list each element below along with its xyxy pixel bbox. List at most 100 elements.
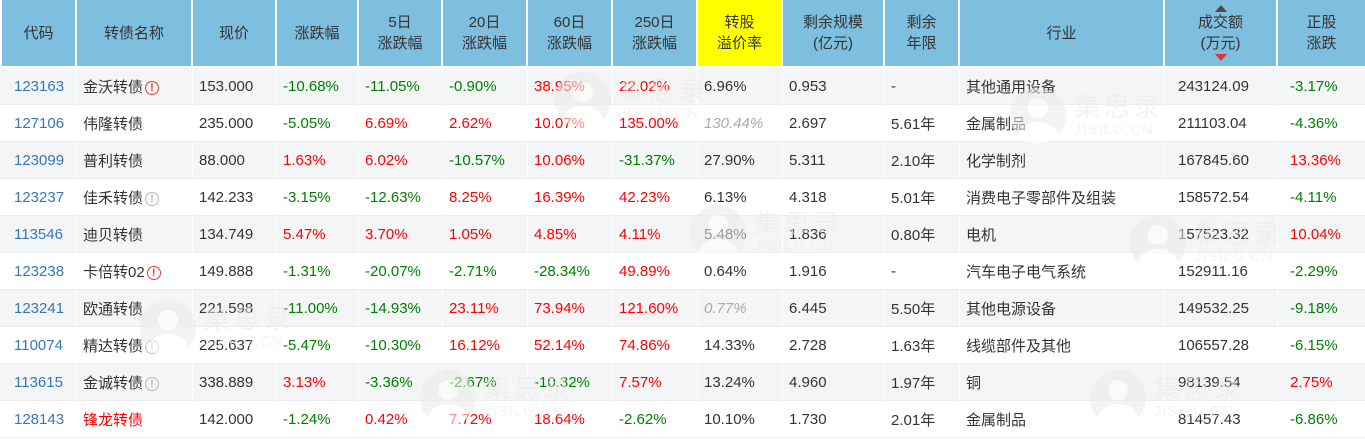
column-header-chg250[interactable]: 250日 涨跌幅 bbox=[613, 0, 698, 68]
table-row: 123241 欧通转债 221.598 -11.00% -14.93% 23.11% 73.… bbox=[0, 290, 1365, 327]
cell-chg250: 4.11% bbox=[613, 216, 698, 253]
cell-name[interactable]: 佳禾转债! bbox=[77, 179, 193, 216]
cell-code[interactable]: 113615 bbox=[0, 364, 77, 401]
cell-stock: -3.17% bbox=[1278, 68, 1365, 105]
cell-code[interactable]: 123241 bbox=[0, 290, 77, 327]
cell-chg20: -2.71% bbox=[443, 253, 528, 290]
warning-icon[interactable]: ! bbox=[145, 80, 160, 95]
cell-size: 1.730 bbox=[783, 401, 885, 438]
cell-chg: -5.05% bbox=[277, 105, 359, 142]
bond-name-link[interactable]: 佳禾转债 bbox=[83, 189, 144, 207]
cell-code[interactable]: 110074 bbox=[0, 327, 77, 364]
column-header-chg5[interactable]: 5日 涨跌幅 bbox=[359, 0, 443, 68]
cell-code[interactable]: 128143 bbox=[0, 401, 77, 438]
column-header-chg60[interactable]: 60日 涨跌幅 bbox=[528, 0, 613, 68]
bond-name-link[interactable]: 伟隆转债 bbox=[83, 115, 144, 133]
cell-name[interactable]: 金沃转债! bbox=[77, 68, 193, 105]
cell-chg5: 6.69% bbox=[359, 105, 443, 142]
cell-name[interactable]: 迪贝转债 bbox=[77, 216, 193, 253]
warning-icon[interactable]: ! bbox=[145, 376, 160, 391]
cell-chg: -1.24% bbox=[277, 401, 359, 438]
sort-descending-icon[interactable] bbox=[1214, 54, 1227, 61]
cell-industry: 金属制品 bbox=[960, 401, 1165, 438]
bond-name-link[interactable]: 普利转债 bbox=[83, 152, 144, 170]
bond-name-link[interactable]: 金诚转债 bbox=[83, 374, 144, 392]
header-row: 代码 转债名称 现价 涨跌幅 5日 涨跌幅 20日 涨跌幅 60日 涨跌幅 250日 涨跌幅转… bbox=[0, 0, 1365, 68]
bond-name-link[interactable]: 精达转债 bbox=[83, 337, 144, 355]
cell-stock: -6.86% bbox=[1278, 401, 1365, 438]
column-header-chg[interactable]: 涨跌幅 bbox=[277, 0, 359, 68]
cell-years: 1.63年 bbox=[885, 327, 960, 364]
cell-premium: 6.96% bbox=[698, 68, 783, 105]
warning-icon[interactable]: ! bbox=[145, 339, 160, 354]
sort-ascending-icon[interactable] bbox=[1214, 5, 1227, 12]
cell-chg250: 135.00% bbox=[613, 105, 698, 142]
cell-chg250: 22.02% bbox=[613, 68, 698, 105]
warning-icon[interactable]: ! bbox=[146, 265, 161, 280]
cell-chg60: 10.07% bbox=[528, 105, 613, 142]
cell-chg60: 4.85% bbox=[528, 216, 613, 253]
cell-code[interactable]: 123237 bbox=[0, 179, 77, 216]
bond-name-link[interactable]: 卡倍转02 bbox=[83, 263, 145, 281]
table-row: 123163 金沃转债! 153.000 -10.68% -11.05% -0.90% 38… bbox=[0, 68, 1365, 105]
cell-industry: 其他通用设备 bbox=[960, 68, 1165, 105]
cell-industry: 电机 bbox=[960, 216, 1165, 253]
column-header-industry[interactable]: 行业 bbox=[960, 0, 1165, 68]
cell-code[interactable]: 123099 bbox=[0, 142, 77, 179]
cell-chg5: 0.42% bbox=[359, 401, 443, 438]
cell-turnover: 211103.04 bbox=[1165, 105, 1278, 142]
cell-years: 2.01年 bbox=[885, 401, 960, 438]
column-header-premium[interactable]: 转股 溢价率 bbox=[698, 0, 783, 68]
warning-icon[interactable]: ! bbox=[145, 191, 160, 206]
cell-chg: -11.00% bbox=[277, 290, 359, 327]
cell-chg: 3.13% bbox=[277, 364, 359, 401]
bond-name-link[interactable]: 迪贝转债 bbox=[83, 226, 144, 244]
cell-chg60: -10.32% bbox=[528, 364, 613, 401]
cell-name[interactable]: 精达转债! bbox=[77, 327, 193, 364]
bond-name-link[interactable]: 欧通转债 bbox=[83, 300, 144, 318]
cell-name[interactable]: 锋龙转债 bbox=[77, 401, 193, 438]
cell-size: 5.311 bbox=[783, 142, 885, 179]
cell-name[interactable]: 欧通转债 bbox=[77, 290, 193, 327]
column-header-size[interactable]: 剩余规模 (亿元) bbox=[783, 0, 885, 68]
cell-chg5: -20.07% bbox=[359, 253, 443, 290]
cell-code[interactable]: 123238 bbox=[0, 253, 77, 290]
cell-years: 5.50年 bbox=[885, 290, 960, 327]
cell-chg20: -2.67% bbox=[443, 364, 528, 401]
cell-chg5: -12.63% bbox=[359, 179, 443, 216]
cell-size: 1.916 bbox=[783, 253, 885, 290]
cell-name[interactable]: 普利转债 bbox=[77, 142, 193, 179]
cell-code[interactable]: 127106 bbox=[0, 105, 77, 142]
cell-chg: 1.63% bbox=[277, 142, 359, 179]
column-header-price[interactable]: 现价 bbox=[193, 0, 277, 68]
cell-stock: 10.04% bbox=[1278, 216, 1365, 253]
cell-name[interactable]: 伟隆转债 bbox=[77, 105, 193, 142]
cell-turnover: 243124.09 bbox=[1165, 68, 1278, 105]
cell-code[interactable]: 123163 bbox=[0, 68, 77, 105]
cell-stock: -2.29% bbox=[1278, 253, 1365, 290]
cell-stock: 2.75% bbox=[1278, 364, 1365, 401]
column-header-chg20[interactable]: 20日 涨跌幅 bbox=[443, 0, 528, 68]
cell-price: 221.598 bbox=[193, 290, 277, 327]
cell-chg60: 38.95% bbox=[528, 68, 613, 105]
column-header-stock[interactable]: 正股 涨跌 bbox=[1278, 0, 1365, 68]
cell-name[interactable]: 卡倍转02! bbox=[77, 253, 193, 290]
table-row: 123238 卡倍转02! 149.888 -1.31% -20.07% -2.71% -2… bbox=[0, 253, 1365, 290]
cell-chg60: -28.34% bbox=[528, 253, 613, 290]
cell-years: 2.10年 bbox=[885, 142, 960, 179]
cell-premium: 13.24% bbox=[698, 364, 783, 401]
column-header-code[interactable]: 代码 bbox=[0, 0, 77, 68]
cell-turnover: 81457.43 bbox=[1165, 401, 1278, 438]
cell-name[interactable]: 金诚转债! bbox=[77, 364, 193, 401]
cell-code[interactable]: 113546 bbox=[0, 216, 77, 253]
cell-industry: 消费电子零部件及组装 bbox=[960, 179, 1165, 216]
cell-price: 235.000 bbox=[193, 105, 277, 142]
bond-table-body: 123163 金沃转债! 153.000 -10.68% -11.05% -0.90% 38… bbox=[0, 68, 1365, 438]
bond-name-link[interactable]: 锋龙转债 bbox=[83, 411, 144, 429]
column-header-years[interactable]: 剩余 年限 bbox=[885, 0, 960, 68]
column-header-name[interactable]: 转债名称 bbox=[77, 0, 193, 68]
cell-turnover: 157523.32 bbox=[1165, 216, 1278, 253]
bond-name-link[interactable]: 金沃转债 bbox=[83, 78, 144, 96]
cell-chg60: 16.39% bbox=[528, 179, 613, 216]
column-header-turnover[interactable]: 成交额 (万元) bbox=[1165, 0, 1278, 68]
